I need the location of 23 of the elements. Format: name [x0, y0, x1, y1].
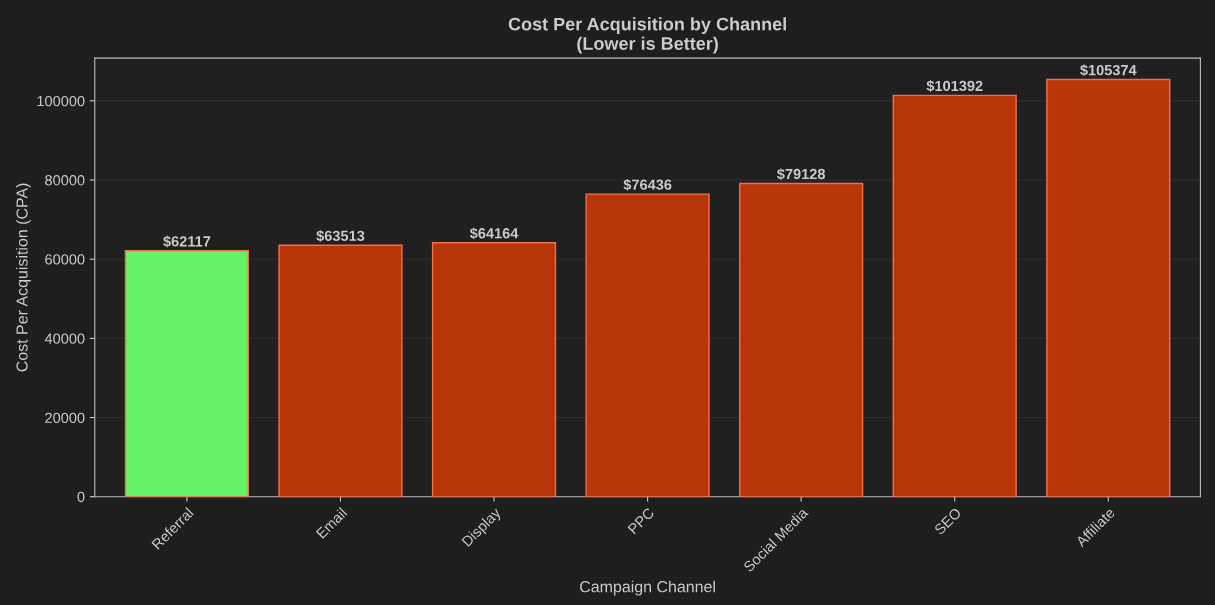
bar: [585, 193, 710, 497]
x-axis-title: Campaign Channel: [580, 580, 715, 596]
bar: [124, 250, 250, 497]
data-label: $63513: [316, 230, 365, 242]
data-label: $105374: [1080, 64, 1137, 77]
y-tick-label: 40000: [44, 333, 85, 344]
y-tick-label: 60000: [45, 254, 85, 265]
data-label: $76436: [623, 178, 672, 191]
bar: [1046, 78, 1171, 497]
chart-title: Cost Per Acquisition by Channel (Lower is Better): [508, 17, 786, 54]
data-label: $79128: [777, 168, 826, 181]
y-tick-label: 100000: [37, 95, 85, 107]
data-label: $62117: [163, 235, 211, 248]
data-label: $101392: [926, 80, 983, 92]
data-label: $64164: [469, 227, 519, 240]
bar: [739, 182, 864, 497]
y-tick-label: 20000: [45, 412, 85, 423]
bar: [431, 242, 557, 497]
bar: [278, 244, 403, 497]
bar: [892, 94, 1017, 497]
y-tick-label: 0: [77, 491, 85, 503]
y-axis-title: Cost Per Acquisition (CPA): [15, 183, 31, 372]
y-tick-label: 80000: [45, 175, 85, 186]
